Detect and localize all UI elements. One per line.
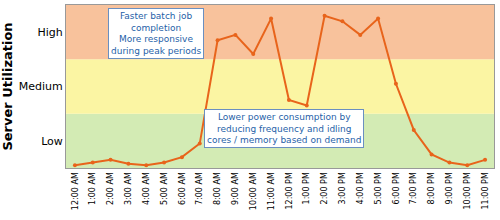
- svg-text:4:00 PM: 4:00 PM: [356, 172, 365, 204]
- svg-text:8:00 PM: 8:00 PM: [427, 172, 436, 204]
- svg-text:1:00 AM: 1:00 AM: [88, 172, 97, 205]
- svg-text:10:00 AM: 10:00 AM: [249, 172, 258, 210]
- svg-text:11:00 AM: 11:00 AM: [267, 172, 276, 210]
- svg-text:8:00 AM: 8:00 AM: [213, 172, 222, 205]
- svg-text:1:00 PM: 1:00 PM: [302, 172, 311, 204]
- svg-text:9:00 PM: 9:00 PM: [445, 172, 454, 204]
- svg-text:Low: Low: [41, 135, 63, 148]
- svg-text:5:00 PM: 5:00 PM: [374, 172, 383, 204]
- svg-text:Medium: Medium: [19, 80, 63, 93]
- svg-text:12:00 AM: 12:00 AM: [71, 172, 80, 210]
- svg-text:4:00 AM: 4:00 AM: [142, 172, 151, 205]
- svg-text:11:00 PM: 11:00 PM: [481, 172, 490, 209]
- svg-text:2:00 AM: 2:00 AM: [106, 172, 115, 205]
- svg-text:Server Utilization: Server Utilization: [0, 22, 15, 150]
- svg-text:3:00 AM: 3:00 AM: [124, 172, 133, 205]
- svg-text:10:00 PM: 10:00 PM: [463, 172, 472, 209]
- svg-text:2:00 PM: 2:00 PM: [320, 172, 329, 204]
- svg-text:7:00 AM: 7:00 AM: [195, 172, 204, 205]
- svg-text:5:00 AM: 5:00 AM: [160, 172, 169, 205]
- svg-text:7:00 PM: 7:00 PM: [409, 172, 418, 204]
- svg-text:Lower power consumption byredu: Lower power consumption byreducing frequ…: [207, 112, 361, 145]
- svg-text:9:00 AM: 9:00 AM: [231, 172, 240, 205]
- svg-text:Faster batch jobcompletionMore: Faster batch jobcompletionMore responsiv…: [111, 11, 201, 56]
- svg-text:6:00 AM: 6:00 AM: [178, 172, 187, 205]
- svg-text:6:00 PM: 6:00 PM: [392, 172, 401, 204]
- svg-text:12:00 PM: 12:00 PM: [285, 172, 294, 209]
- svg-text:High: High: [38, 26, 63, 39]
- svg-text:3:00 PM: 3:00 PM: [338, 172, 347, 204]
